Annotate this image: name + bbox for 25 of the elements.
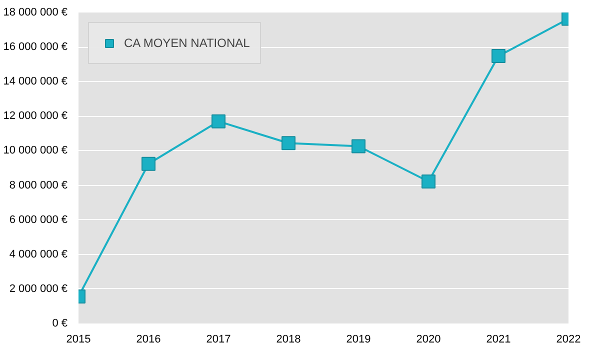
x-tick-label: 2019 — [346, 334, 371, 346]
y-tick-label: 10 000 000 € — [3, 144, 68, 157]
y-tick-label: 8 000 000 € — [9, 179, 68, 192]
y-tick-label: 4 000 000 € — [9, 248, 68, 260]
y-tick-label: 18 000 000 € — [3, 6, 68, 18]
point — [492, 49, 506, 64]
y-tick-label: 2 000 000 € — [9, 282, 68, 295]
x-tick-label: 2020 — [416, 334, 441, 346]
point — [142, 156, 156, 171]
y-tick-label: 6 000 000 € — [9, 214, 68, 226]
x-tick-label: 2022 — [556, 334, 581, 346]
legend-label: CA MOYEN NATIONAL — [124, 36, 250, 50]
x-tick-label: 2016 — [136, 334, 161, 346]
point — [282, 136, 296, 150]
x-tick-label: 2017 — [206, 334, 231, 346]
y-tick-label: 16 000 000 € — [3, 41, 68, 54]
y-tick-label: 12 000 000 € — [3, 110, 68, 122]
x-tick-label: 2021 — [486, 334, 511, 346]
point — [352, 139, 366, 154]
y-tick-label: 14 000 000 € — [3, 76, 68, 88]
point — [212, 114, 226, 128]
x-tick-label: 2018 — [276, 334, 301, 346]
point — [422, 174, 436, 188]
x-tick-label: 2015 — [66, 334, 91, 346]
y-tick-label: 0 € — [52, 318, 68, 330]
